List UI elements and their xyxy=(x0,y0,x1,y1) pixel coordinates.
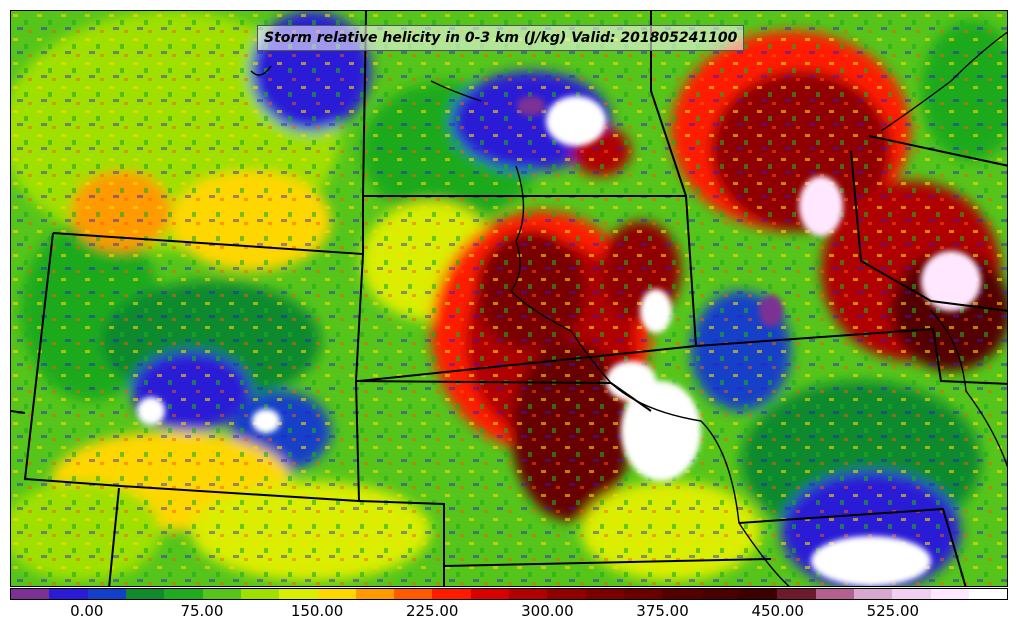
colorbar-segment xyxy=(662,589,701,599)
colorbar-tick-label: 150.00 xyxy=(290,602,344,620)
colorbar-segment xyxy=(432,589,471,599)
colorbar-segment xyxy=(125,589,165,599)
colorbar xyxy=(10,588,1008,600)
colorbar-segment xyxy=(547,589,586,599)
colorbar-segment xyxy=(317,589,356,599)
colorbar-segment xyxy=(509,589,548,599)
colorbar-segment xyxy=(470,589,510,599)
colorbar-segment xyxy=(87,589,126,599)
colorbar-tick-labels: 0.00 75.00 150.00 225.00 300.00 375.00 450.00 5… xyxy=(10,602,1008,624)
colorbar-segment xyxy=(240,589,280,599)
colorbar-segment xyxy=(738,589,778,599)
colorbar-segment xyxy=(777,589,816,599)
colorbar-segment xyxy=(815,589,854,599)
colorbar-segment xyxy=(355,589,395,599)
colorbar-segment xyxy=(968,589,1008,599)
colorbar-tick-label: 0.00 xyxy=(70,602,104,620)
colorbar-segment xyxy=(585,589,624,599)
colorbar-segment xyxy=(853,589,893,599)
colorbar-segment xyxy=(11,589,50,599)
colorbar-tick-label: 225.00 xyxy=(405,602,459,620)
colorbar-tick-label: 375.00 xyxy=(636,602,689,620)
colorbar-tick-label: 300.00 xyxy=(521,602,574,620)
colorbar-segment xyxy=(700,589,739,599)
colorbar-segment xyxy=(164,589,203,599)
map-title: Storm relative helicity in 0-3 km (J/kg)… xyxy=(257,25,745,51)
colorbar-tick-label: 450.00 xyxy=(751,602,804,620)
colorbar-segment xyxy=(279,589,318,599)
map-frame: Storm relative helicity in 0-3 km (J/kg)… xyxy=(10,10,1008,587)
colorbar-segment xyxy=(394,589,433,599)
colorbar-segment xyxy=(624,589,663,599)
colorbar-segment xyxy=(202,589,241,599)
colorbar-tick-label: 525.00 xyxy=(866,602,920,620)
colorbar-segment xyxy=(892,589,931,599)
helicity-map xyxy=(11,11,1007,586)
colorbar-segment xyxy=(49,589,88,599)
colorbar-segment xyxy=(930,589,969,599)
colorbar-tick-label: 75.00 xyxy=(180,602,224,620)
